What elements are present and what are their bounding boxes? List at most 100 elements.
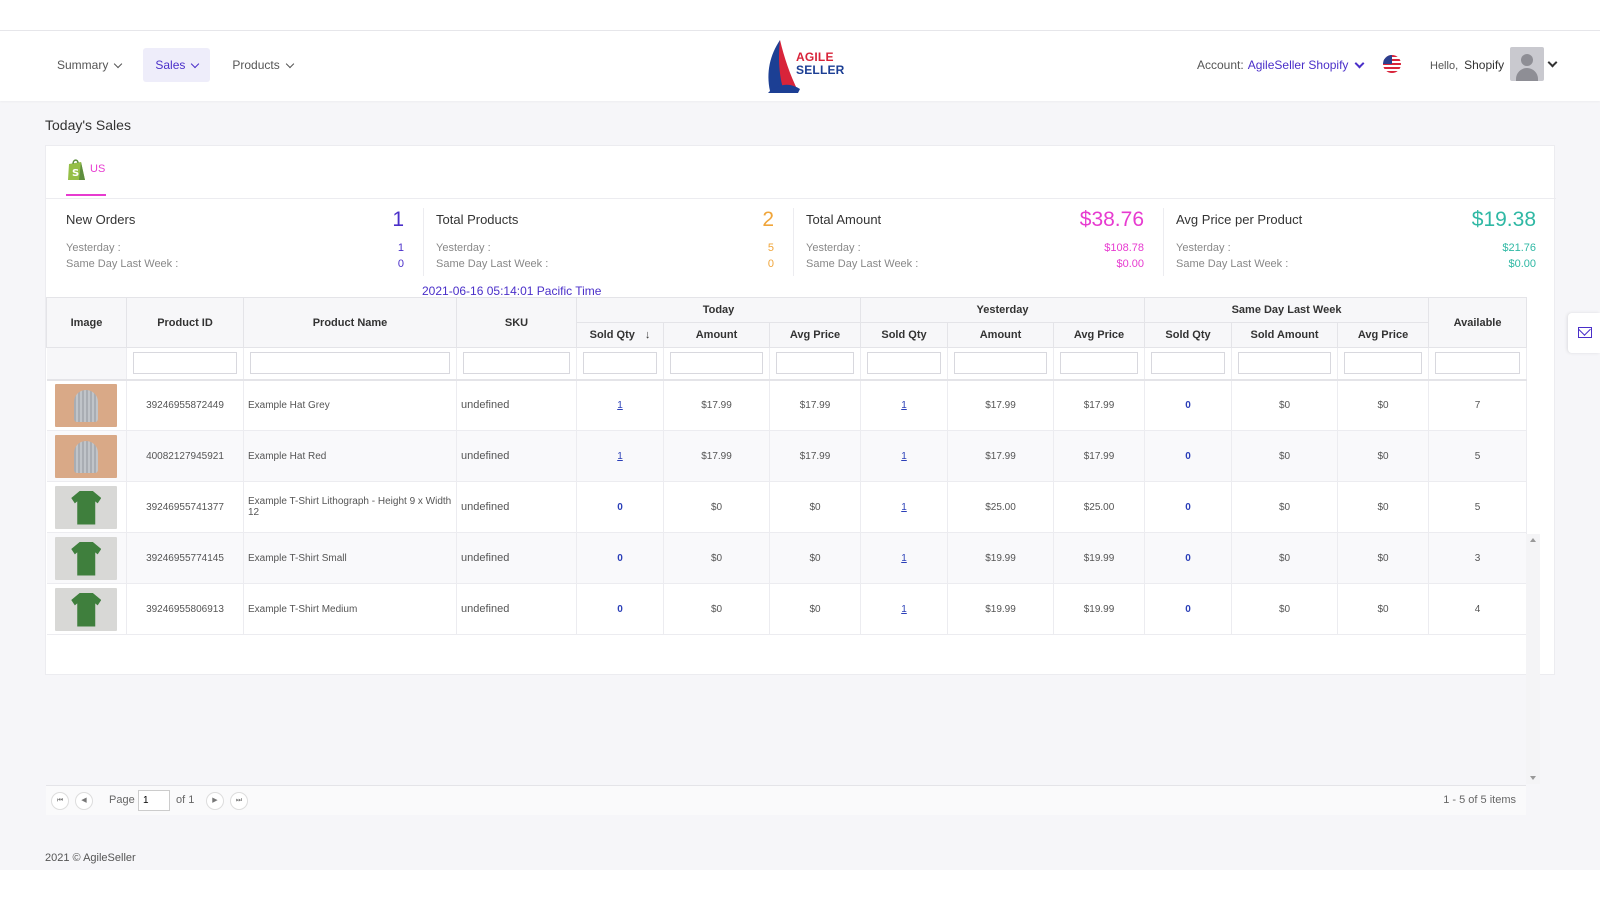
chevron-down-icon[interactable] [1547, 57, 1558, 68]
filter-yesterday-sold-qty-input[interactable] [867, 352, 941, 375]
filter-last-week-sold-qty-input[interactable] [1151, 352, 1226, 375]
filter-today-sold-qty-input[interactable] [583, 352, 657, 375]
col-header-available[interactable]: Available [1428, 297, 1528, 348]
agileseller-logo[interactable]: AGILE SELLER [760, 37, 850, 95]
us-flag-icon[interactable] [1383, 55, 1401, 73]
col-header-product-id[interactable]: Product ID [126, 297, 244, 348]
image-cell [46, 532, 127, 584]
yesterday-sold-qty-link[interactable]: 1 [860, 430, 948, 482]
yesterday-sold-qty-link[interactable]: 1 [860, 532, 948, 584]
filter-yesterday-avg-price-input[interactable] [1060, 352, 1139, 375]
col-header-last-week-sold-qty[interactable]: Sold Qty [1144, 322, 1233, 348]
filter-cell [860, 347, 948, 381]
col-header-yesterday-amount[interactable]: Amount [947, 322, 1054, 348]
filter-last-week-avg-price-input[interactable] [1344, 352, 1423, 375]
yesterday-avg-price-cell: $17.99 [1053, 430, 1146, 482]
last-week-sold-amount-cell: $0 [1231, 430, 1339, 482]
sales-card: S US New Orders 1 Yesterday : 1 Same Day… [45, 145, 1556, 815]
col-header-last-week-avg-price[interactable]: Avg Price [1337, 322, 1430, 348]
chevron-down-icon [285, 59, 294, 68]
col-header-product-name[interactable]: Product Name [243, 297, 457, 348]
yesterday-sold-qty-link[interactable]: 1 [860, 379, 948, 431]
filter-available-input[interactable] [1435, 352, 1521, 375]
filter-product-id-input[interactable] [133, 352, 237, 375]
today-sold-qty-cell: 0 [576, 583, 664, 635]
table-row[interactable]: 39246955741377 Example T-Shirt Lithograp… [46, 481, 1528, 533]
product-name-cell: Example T-Shirt Small [243, 532, 457, 584]
sku-cell: undefined [456, 430, 577, 482]
last-week-sold-qty-cell: 0 [1144, 430, 1233, 482]
divider [793, 208, 794, 276]
table-row[interactable]: 39246955774145 Example T-Shirt Small und… [46, 532, 1528, 584]
sales-grid: Image Product ID Product Name SKU Today … [46, 297, 1556, 815]
image-cell [46, 379, 127, 431]
product-id-cell: 39246955741377 [126, 481, 244, 533]
account-selector[interactable]: Account: AgileSeller Shopify [1197, 58, 1365, 72]
page-title: Today's Sales [45, 117, 131, 133]
col-header-yesterday-sold-qty[interactable]: Sold Qty [860, 322, 948, 348]
stat-yesterday-value: 5 [767, 242, 774, 254]
filter-last-week-sold-amount-input[interactable] [1238, 352, 1332, 375]
next-page-button[interactable]: ▶ [206, 792, 224, 810]
filter-product-name-input[interactable] [250, 352, 450, 375]
image-cell [46, 481, 127, 533]
yesterday-sold-qty-link[interactable]: 1 [860, 583, 948, 635]
group-header-today: Today [576, 297, 861, 323]
nav-summary-label: Summary [57, 58, 109, 72]
col-header-today-amount[interactable]: Amount [663, 322, 770, 348]
group-header-last-week: Same Day Last Week [1144, 297, 1430, 323]
stat-yesterday-label: Yesterday : [66, 242, 121, 254]
filter-yesterday-amount-input[interactable] [954, 352, 1047, 375]
last-page-button[interactable]: ⏭ [230, 792, 248, 810]
col-header-sku[interactable]: SKU [456, 297, 577, 348]
today-sold-qty-link[interactable]: 1 [576, 379, 664, 431]
page-count-label: of 1 [176, 794, 195, 806]
filter-sku-input[interactable] [463, 352, 570, 375]
nav-products[interactable]: Products [220, 48, 304, 82]
grid-scrollbar[interactable] [1526, 534, 1540, 784]
last-week-sold-qty-cell: 0 [1144, 532, 1233, 584]
chevron-down-icon [1354, 58, 1365, 68]
stat-title: Total Products [436, 212, 519, 227]
yesterday-sold-qty-link[interactable]: 1 [860, 481, 948, 533]
nav-sales[interactable]: Sales [143, 48, 211, 82]
nav-summary[interactable]: Summary [45, 48, 133, 82]
page-label: Page [109, 794, 135, 806]
first-page-button[interactable]: ⏮ [51, 792, 69, 810]
page-number-input[interactable] [138, 790, 170, 811]
last-week-avg-price-cell: $0 [1337, 379, 1430, 431]
product-thumbnail-hat [55, 383, 118, 427]
filter-today-amount-input[interactable] [670, 352, 763, 375]
today-sold-qty-link[interactable]: 1 [576, 430, 664, 482]
yesterday-avg-price-cell: $25.00 [1053, 481, 1146, 533]
divider [1163, 208, 1164, 276]
avatar[interactable] [1510, 47, 1544, 81]
table-row[interactable]: 39246955872449 Example Hat Grey undefine… [46, 379, 1528, 431]
col-header-today-sold-qty[interactable]: Sold Qty ↓ [576, 322, 664, 348]
shopify-bag-icon: S [68, 159, 85, 180]
col-header-image[interactable]: Image [46, 297, 127, 348]
tab-store-us[interactable]: S US [66, 154, 106, 196]
filter-cell [126, 347, 244, 381]
last-week-sold-amount-cell: $0 [1231, 379, 1339, 431]
available-cell: 7 [1428, 379, 1528, 431]
divider [423, 208, 424, 276]
nav-sales-label: Sales [155, 58, 186, 72]
scroll-up-icon[interactable] [1530, 538, 1536, 542]
scroll-down-icon[interactable] [1530, 776, 1536, 780]
stat-yesterday-value: $108.78 [1104, 242, 1144, 254]
feedback-button[interactable] [1568, 313, 1600, 353]
col-header-last-week-sold-amount[interactable]: Sold Amount [1231, 322, 1339, 348]
yesterday-amount-cell: $17.99 [947, 379, 1054, 431]
stat-last-week-value: $0.00 [1116, 258, 1144, 270]
stat-title: Avg Price per Product [1176, 212, 1303, 227]
col-header-yesterday-avg-price[interactable]: Avg Price [1052, 322, 1146, 348]
divider [46, 198, 1556, 199]
table-row[interactable]: 39246955806913 Example T-Shirt Medium un… [46, 583, 1528, 635]
last-updated-timestamp: 2021-06-16 05:14:01 Pacific Time [422, 284, 602, 298]
filter-today-avg-price-input[interactable] [776, 352, 854, 375]
today-avg-price-cell: $17.99 [769, 379, 861, 431]
col-header-today-avg-price[interactable]: Avg Price [769, 322, 861, 348]
prev-page-button[interactable]: ◀ [75, 792, 93, 810]
table-row[interactable]: 40082127945921 Example Hat Red undefined… [46, 430, 1528, 482]
